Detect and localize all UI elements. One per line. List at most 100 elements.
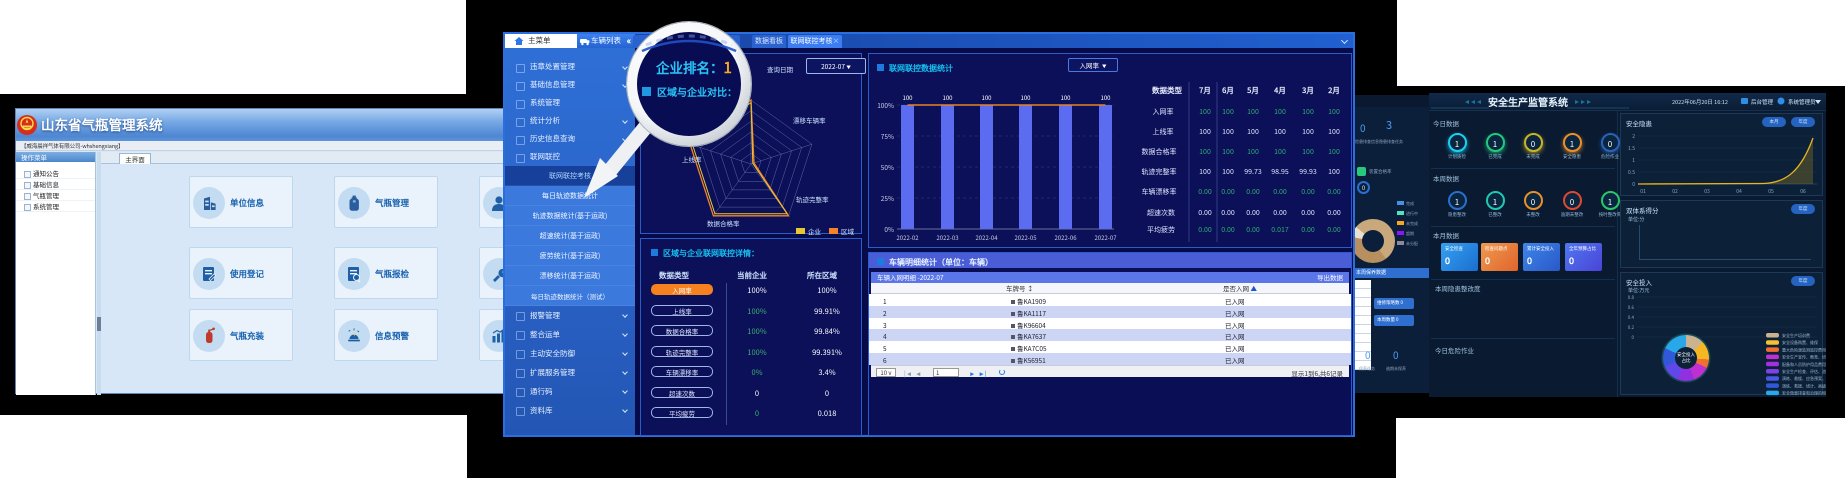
svg-text:入网率: 入网率 — [1153, 107, 1174, 117]
svg-text:100: 100 — [1247, 127, 1259, 137]
svg-text:1: 1 — [1632, 157, 1635, 164]
svg-text:0.6: 0.6 — [1628, 305, 1635, 311]
svg-text:0.00: 0.00 — [1198, 225, 1212, 235]
svg-text:2022年06月20日 16:12: 2022年06月20日 16:12 — [1672, 98, 1728, 106]
svg-text:1.5: 1.5 — [1628, 145, 1635, 152]
svg-text:99.73: 99.73 — [1244, 167, 1262, 177]
svg-text:安全设备购置、维保: 安全设备购置、维保 — [1782, 339, 1818, 346]
svg-text:100: 100 — [1061, 93, 1072, 102]
svg-text:100: 100 — [1274, 127, 1286, 137]
svg-text:未完成: 未完成 — [1406, 220, 1418, 227]
svg-text:演练、救援、应急预案、其他与安全生产: 演练、救援、应急预案、其他与安全生产 — [1782, 375, 1826, 382]
svg-text:重大危险源监测监控费用、安全评价: 重大危险源监测监控费用、安全评价 — [1782, 346, 1826, 353]
svg-text:3月: 3月 — [1302, 85, 1314, 96]
svg-text:安全生产监管系统: 安全生产监管系统 — [1488, 94, 1568, 109]
svg-text:5月: 5月 — [1246, 85, 1259, 96]
svg-text:系统管理员: 系统管理员 — [1788, 98, 1816, 106]
svg-text:100: 100 — [1222, 107, 1234, 117]
svg-text:0.00: 0.00 — [1246, 208, 1260, 218]
svg-text:平均疲劳: 平均疲劳 — [1147, 225, 1175, 235]
svg-text:数据类型: 数据类型 — [1152, 85, 1182, 96]
svg-text:企业排名：1: 企业排名：1 — [655, 57, 732, 78]
svg-text:0.00: 0.00 — [1301, 187, 1315, 197]
svg-text:0.00: 0.00 — [1246, 225, 1260, 235]
svg-text:100%: 100% — [877, 100, 894, 110]
svg-text:2022-03: 2022-03 — [936, 233, 958, 242]
svg-text:山东省气瓶管理系统: 山东省气瓶管理系统 — [41, 114, 163, 134]
svg-text:100: 100 — [1199, 127, 1211, 137]
svg-text:0.00: 0.00 — [1221, 208, 1235, 218]
svg-text:100: 100 — [1222, 127, 1234, 137]
svg-text:未分配: 未分配 — [1406, 240, 1418, 247]
svg-text:2022-04: 2022-04 — [975, 233, 998, 242]
svg-text:0.00: 0.00 — [1246, 187, 1260, 197]
svg-text:数据合格率: 数据合格率 — [1142, 147, 1177, 157]
svg-text:100: 100 — [1328, 127, 1340, 137]
svg-text:2022-07: 2022-07 — [1094, 233, 1117, 242]
svg-text:区域与企业对比：: 区域与企业对比： — [657, 84, 737, 99]
svg-text:0.4: 0.4 — [1628, 315, 1635, 321]
svg-text:100: 100 — [1328, 147, 1340, 157]
svg-text:100: 100 — [1328, 167, 1340, 177]
svg-text:0.00: 0.00 — [1273, 208, 1287, 218]
svg-text:超期: 超期 — [1406, 230, 1414, 237]
svg-text:04: 04 — [1736, 188, 1742, 195]
svg-text:2022-02: 2022-02 — [896, 233, 919, 242]
svg-text:100: 100 — [982, 93, 993, 102]
svg-text:漂移车辆率: 漂移车辆率 — [793, 115, 826, 125]
svg-text:100: 100 — [1274, 147, 1286, 157]
svg-text:100: 100 — [1101, 93, 1112, 102]
svg-text:安全生产宣传、教育、培训及应急演练: 安全生产宣传、教育、培训及应急演练 — [1782, 354, 1826, 361]
svg-text:后台管理: 后台管理 — [1751, 98, 1774, 106]
svg-text:0: 0 — [1632, 335, 1635, 341]
svg-text:100: 100 — [1222, 147, 1234, 157]
svg-text:0.00: 0.00 — [1198, 187, 1212, 197]
svg-text:演练、救援、线计、高级城产生协: 演练、救援、线计、高级城产生协 — [1782, 382, 1826, 389]
svg-text:100: 100 — [1247, 147, 1259, 157]
svg-text:0.00: 0.00 — [1327, 187, 1341, 197]
svg-text:100: 100 — [1302, 107, 1314, 117]
svg-text:2月: 2月 — [1328, 85, 1340, 96]
svg-text:0.5: 0.5 — [1628, 169, 1635, 176]
svg-text:安全生产检查、评估、咨询: 安全生产检查、评估、咨询 — [1782, 368, 1826, 375]
svg-text:企业: 企业 — [808, 226, 822, 235]
svg-text:配备和人员防护用品费用: 配备和人员防护用品费用 — [1782, 361, 1826, 368]
svg-text:0%: 0% — [884, 224, 894, 234]
svg-text:02: 02 — [1672, 188, 1678, 195]
svg-text:进行中: 进行中 — [1406, 210, 1418, 217]
svg-text:100: 100 — [1302, 147, 1314, 157]
svg-text:轨迹完整率: 轨迹完整率 — [1142, 167, 1177, 177]
svg-text:100: 100 — [1199, 107, 1211, 117]
svg-text:0.8: 0.8 — [1628, 295, 1635, 301]
svg-text:100: 100 — [903, 93, 914, 102]
svg-text:100: 100 — [1199, 147, 1211, 157]
svg-text:0.2: 0.2 — [1628, 325, 1635, 331]
svg-text:100: 100 — [1222, 167, 1234, 177]
svg-text:2022-06: 2022-06 — [1054, 233, 1077, 242]
svg-text:100: 100 — [1274, 107, 1286, 117]
svg-text:25%: 25% — [881, 193, 894, 203]
svg-text:100: 100 — [1328, 107, 1340, 117]
svg-text:0.00: 0.00 — [1273, 187, 1287, 197]
svg-text:0.00: 0.00 — [1221, 225, 1235, 235]
svg-text:上线率: 上线率 — [682, 154, 702, 164]
svg-text:完成: 完成 — [1406, 201, 1414, 207]
svg-text:50%: 50% — [881, 162, 894, 172]
svg-text:03: 03 — [1704, 188, 1710, 195]
svg-text:100: 100 — [1199, 167, 1211, 177]
svg-text:01: 01 — [1640, 188, 1646, 195]
svg-text:0.00: 0.00 — [1301, 208, 1315, 218]
svg-text:75%: 75% — [881, 131, 894, 141]
svg-text:6月: 6月 — [1222, 85, 1234, 96]
svg-text:06: 06 — [1800, 188, 1806, 195]
svg-text:0.00: 0.00 — [1327, 208, 1341, 218]
svg-text:0.00: 0.00 — [1221, 187, 1235, 197]
svg-text:0: 0 — [1632, 181, 1635, 188]
svg-text:轨迹完整率: 轨迹完整率 — [796, 194, 829, 204]
svg-text:0.00: 0.00 — [1301, 225, 1315, 235]
svg-text:数据合格率: 数据合格率 — [707, 218, 740, 228]
svg-text:0.017: 0.017 — [1271, 225, 1289, 235]
svg-text:99.93: 99.93 — [1299, 167, 1317, 177]
svg-text:4月: 4月 — [1273, 85, 1286, 96]
svg-text:100: 100 — [1247, 107, 1259, 117]
